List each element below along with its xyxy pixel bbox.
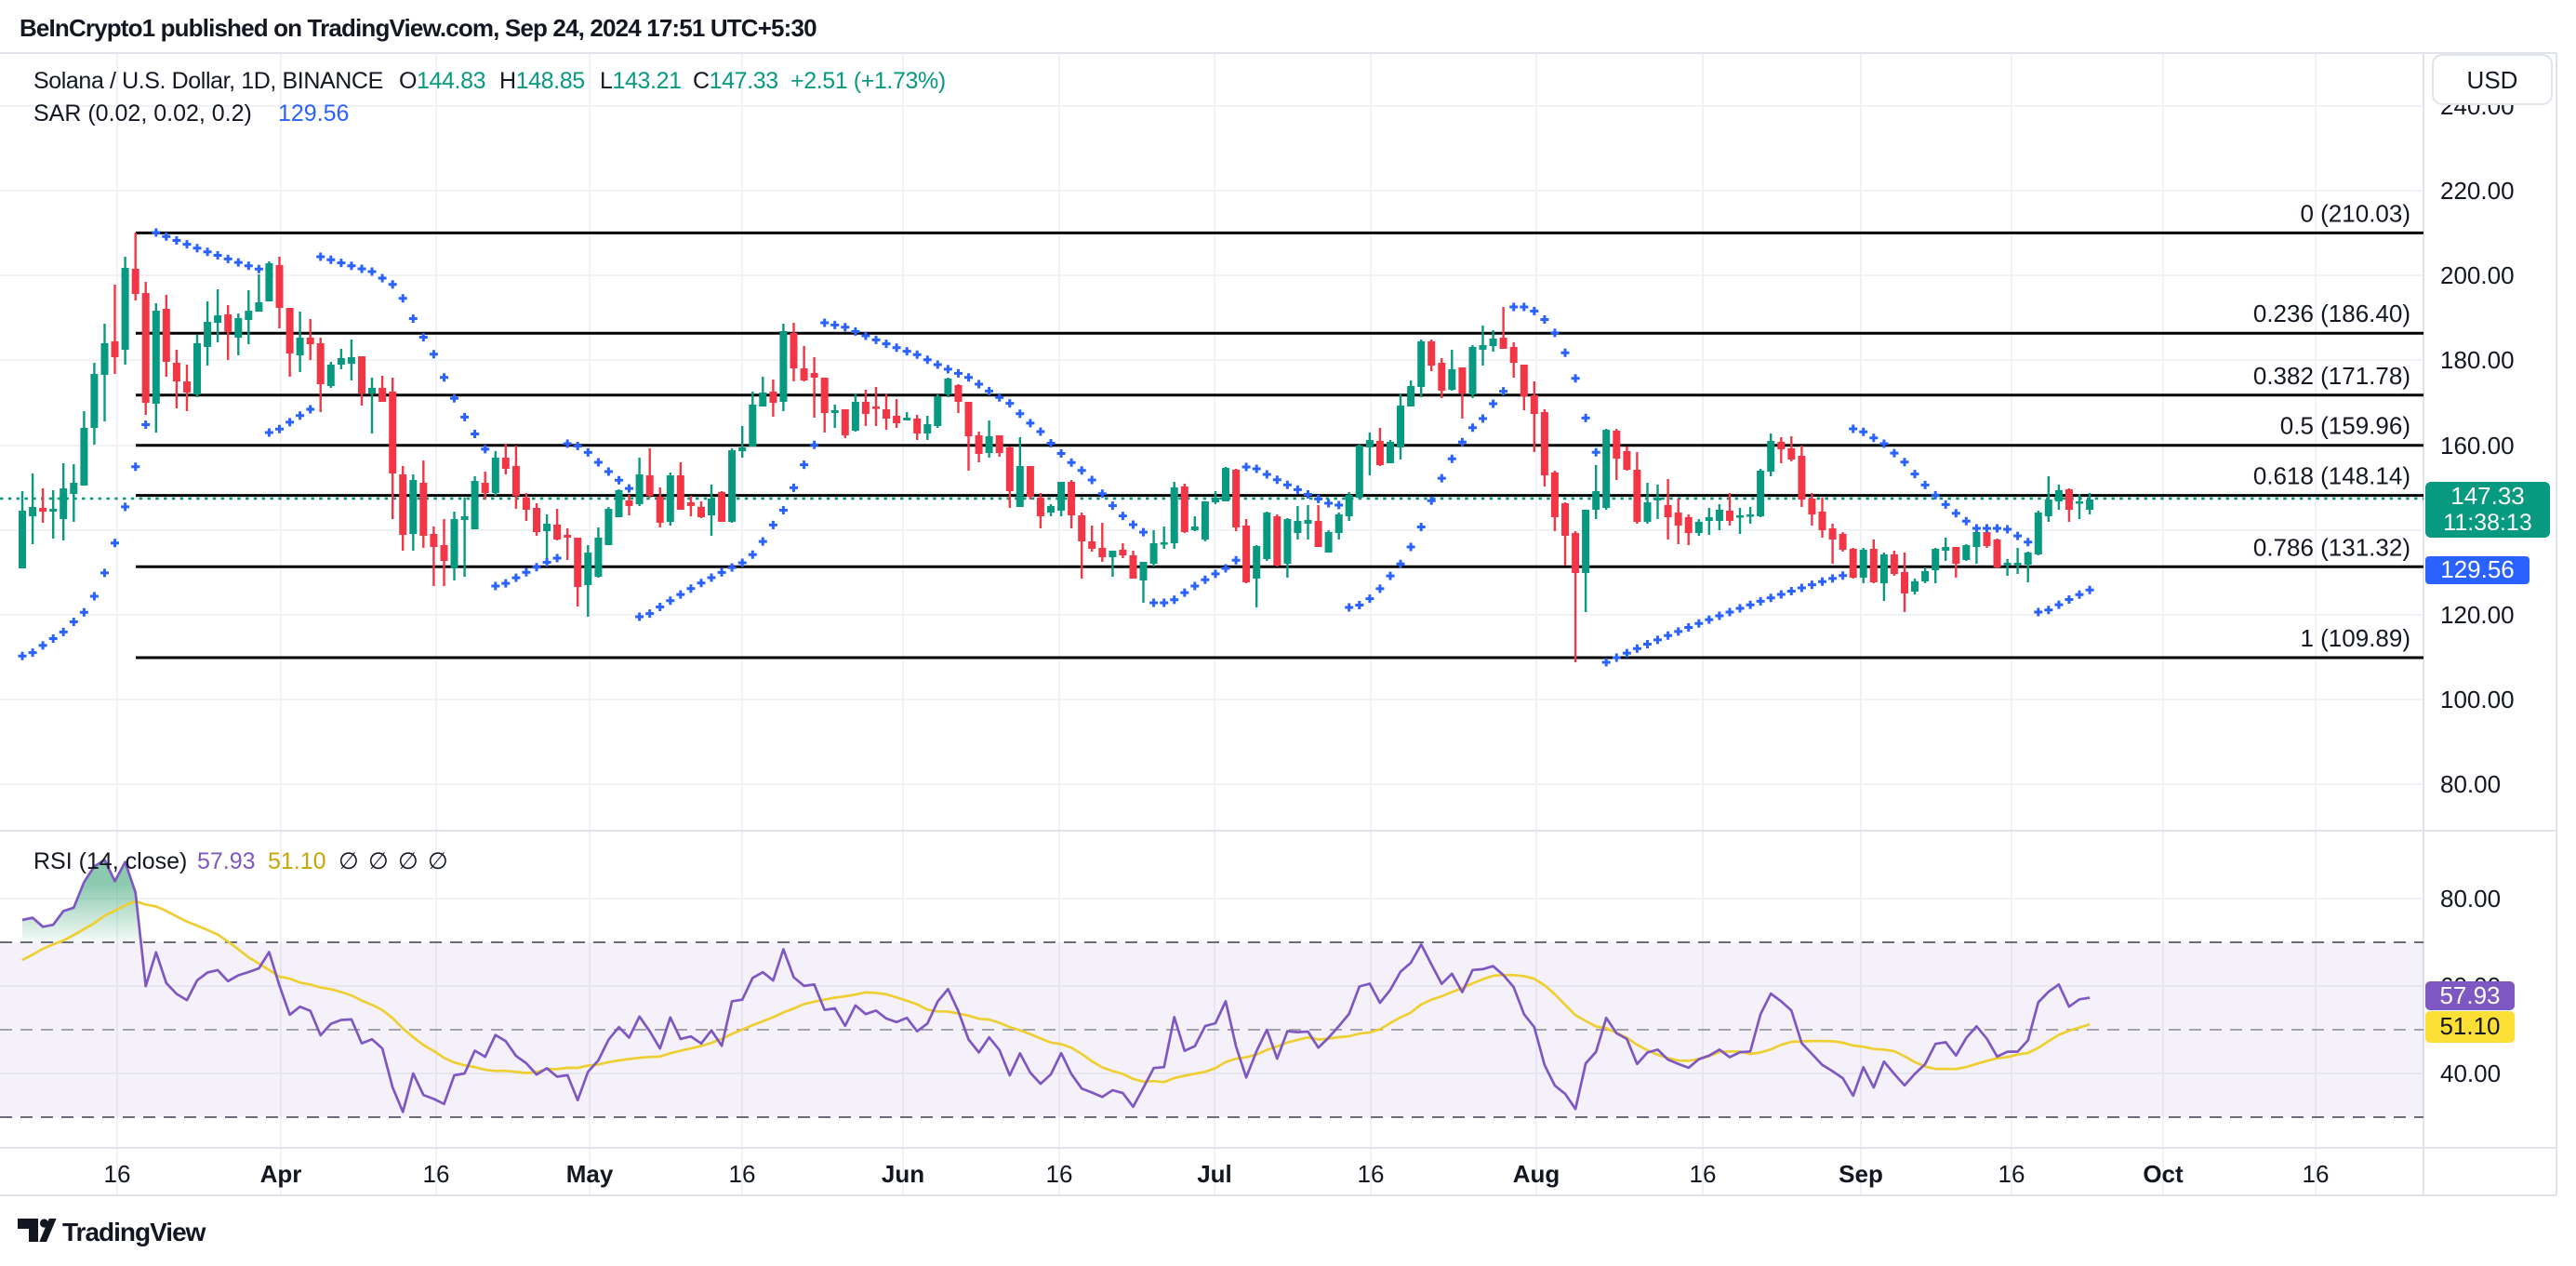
svg-text:100.00: 100.00 [2440, 686, 2515, 713]
svg-text:0.382 (171.78): 0.382 (171.78) [2253, 362, 2410, 390]
svg-text:129.56: 129.56 [2440, 555, 2515, 583]
svg-text:0.5 (159.96): 0.5 (159.96) [2280, 412, 2410, 440]
svg-text:Jun: Jun [882, 1160, 924, 1188]
svg-text:USD: USD [2467, 66, 2518, 94]
svg-text:Apr: Apr [260, 1160, 302, 1188]
svg-text:16: 16 [104, 1160, 131, 1188]
svg-text:16: 16 [2303, 1160, 2330, 1188]
svg-text:180.00: 180.00 [2440, 346, 2515, 374]
svg-text:147.33: 147.33 [2450, 482, 2525, 510]
svg-text:Jul: Jul [1197, 1160, 1232, 1188]
svg-text:200.00: 200.00 [2440, 261, 2515, 289]
svg-text:11:38:13: 11:38:13 [2443, 510, 2531, 536]
svg-text:160.00: 160.00 [2440, 432, 2515, 460]
svg-text:40.00: 40.00 [2440, 1059, 2501, 1087]
svg-text:16: 16 [1998, 1160, 2025, 1188]
svg-text:51.10: 51.10 [2439, 1012, 2500, 1040]
svg-text:16: 16 [1690, 1160, 1717, 1188]
svg-text:220.00: 220.00 [2440, 177, 2515, 205]
svg-text:0.786 (131.32): 0.786 (131.32) [2253, 533, 2410, 561]
svg-text:80.00: 80.00 [2440, 770, 2501, 798]
svg-text:16: 16 [423, 1160, 450, 1188]
svg-text:80.00: 80.00 [2440, 885, 2501, 913]
svg-text:16: 16 [1358, 1160, 1385, 1188]
svg-text:Aug: Aug [1513, 1160, 1560, 1188]
svg-text:0 (210.03): 0 (210.03) [2300, 199, 2410, 227]
svg-text:16: 16 [729, 1160, 756, 1188]
svg-text:TradingView: TradingView [62, 1218, 206, 1246]
svg-text:120.00: 120.00 [2440, 601, 2515, 629]
svg-text:Solana / U.S. Dollar, 1D, BINA: Solana / U.S. Dollar, 1D, BINANCE O144.83… [33, 68, 946, 94]
svg-text:0.236 (186.40): 0.236 (186.40) [2253, 300, 2410, 327]
svg-text:1 (109.89): 1 (109.89) [2300, 624, 2410, 652]
svg-text:16: 16 [1046, 1160, 1073, 1188]
svg-text:0.618 (148.14): 0.618 (148.14) [2253, 462, 2410, 490]
svg-text:May: May [566, 1160, 614, 1188]
svg-text:57.93: 57.93 [2439, 981, 2500, 1009]
svg-text:BeInCrypto1 published on Tradi: BeInCrypto1 published on TradingView.com… [20, 14, 817, 42]
svg-text:Oct: Oct [2143, 1160, 2184, 1188]
svg-text:Sep: Sep [1839, 1160, 1883, 1188]
svg-text:SAR (0.02, 0.02, 0.2)129.56: SAR (0.02, 0.02, 0.2) 129.56 [33, 100, 349, 127]
